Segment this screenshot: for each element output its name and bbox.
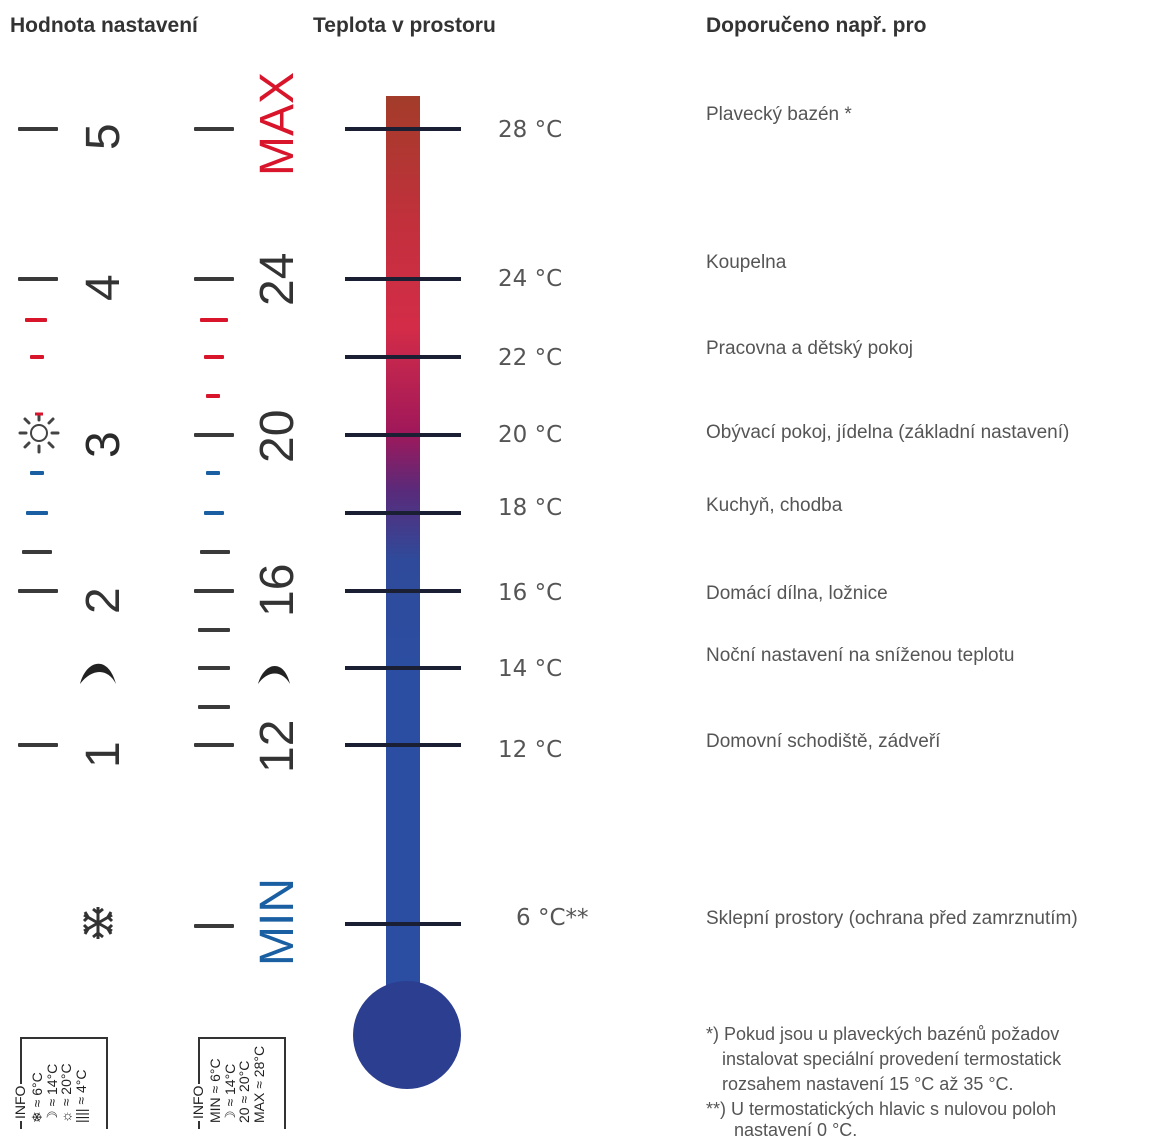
thermometer-tick (345, 355, 461, 359)
thermometer-bulb (353, 981, 461, 1089)
right-number-16: 16 (251, 563, 304, 617)
header-recommended-for: Doporučeno např. pro (706, 14, 927, 37)
temp-label: 18 °C (498, 495, 563, 521)
right-mark (198, 628, 230, 632)
right-mark (194, 433, 234, 437)
temp-label: 14 °C (498, 656, 563, 682)
left-mark (18, 277, 58, 281)
recommendation-text: Sklepní prostory (ochrana před zamrznutí… (706, 908, 1078, 929)
thermometer-tick (345, 666, 461, 670)
thermometer-tick (345, 511, 461, 515)
thermometer-tube (386, 96, 420, 676)
left-mark (18, 127, 58, 131)
footnote-line: rozsahem nastavení 15 °C až 35 °C. (722, 1074, 1014, 1094)
right-mark (194, 277, 234, 281)
right-mark (200, 550, 230, 554)
info-title: INFO (190, 1083, 206, 1121)
moon-icon (78, 650, 118, 686)
right-label-min: MIN (251, 878, 304, 966)
temp-label: 6 °C** (516, 905, 589, 931)
right-mark (200, 318, 228, 322)
recommendation-text: Domácí dílna, ložnice (706, 583, 888, 604)
temp-label: 12 °C (498, 737, 563, 763)
info-box-left: INFO ❄ ≈ 6°C ☽ ≈ 14°C ☼ ≈ 20°C |||| ≈ 4°… (12, 1037, 108, 1129)
right-label-max: MAX (251, 71, 304, 176)
moon-icon (256, 656, 292, 686)
info-title: INFO (12, 1083, 28, 1121)
recommendation-text: Pracovna a dětský pokoj (706, 338, 914, 359)
footnote-line: *) Pokud jsou u plaveckých bazénů požado… (706, 1024, 1060, 1044)
recommendation-text: Kuchyň, chodba (706, 495, 843, 516)
info-row: MAX ≈ 28°C (250, 1045, 267, 1123)
temp-label: 22 °C (498, 345, 563, 371)
thermometer-tube-lower (386, 670, 420, 990)
left-number-3: 3 (77, 431, 130, 458)
left-mark (18, 743, 58, 747)
sun-icon (18, 412, 60, 454)
footnote-line: nastavení 0 °C. (734, 1120, 858, 1140)
recommendation-text: Plavecký bazén * (706, 104, 852, 125)
thermometer-tick (345, 277, 461, 281)
snowflake-icon (80, 905, 116, 941)
info-row: MIN ≈ 6°C (207, 1058, 223, 1123)
right-mark (194, 127, 234, 131)
info-row: |||| ≈ 4°C (72, 1069, 89, 1123)
recommendation-text: Noční nastavení na sníženou teplotu (706, 645, 1015, 666)
right-mark (204, 355, 224, 359)
right-mark (198, 666, 230, 670)
temp-label: 16 °C (498, 580, 563, 606)
left-number-1: 1 (77, 741, 130, 768)
thermometer-tick (345, 589, 461, 593)
left-mark (18, 589, 58, 593)
right-mark (206, 394, 220, 398)
temp-label: 24 °C (498, 266, 563, 292)
info-row: ☼ ≈ 20°C (58, 1063, 74, 1123)
right-number-12: 12 (251, 719, 304, 773)
header-room-temperature: Teplota v prostoru (313, 14, 496, 37)
temp-label: 28 °C (498, 117, 563, 143)
info-box-right: INFO MIN ≈ 6°C ☽ ≈ 14°C 20 ≈ 20°C MAX ≈ … (190, 1037, 286, 1129)
recommendation-text: Obývací pokoj, jídelna (základní nastave… (706, 422, 1070, 443)
left-number-5: 5 (77, 123, 130, 150)
right-mark (194, 743, 234, 747)
info-row: ☽ ≈ 14°C (221, 1063, 238, 1123)
right-mark (204, 511, 224, 515)
right-number-24: 24 (251, 252, 304, 306)
info-row: ❄ ≈ 6°C (29, 1072, 45, 1123)
thermometer-tick (345, 922, 461, 926)
thermometer-tick (345, 743, 461, 747)
left-mark (26, 511, 48, 515)
right-mark (194, 589, 234, 593)
info-row: ☽ ≈ 14°C (43, 1063, 60, 1123)
right-number-20: 20 (251, 409, 304, 463)
right-mark (194, 924, 234, 928)
left-mark (30, 355, 44, 359)
info-row: 20 ≈ 20°C (236, 1060, 252, 1123)
left-mark (25, 318, 47, 322)
left-number-2: 2 (77, 587, 130, 614)
temp-label: 20 °C (498, 422, 563, 448)
recommendation-text: Domovní schodiště, zádveří (706, 731, 941, 752)
footnote-line: instalovat speciální provedení termostat… (722, 1049, 1062, 1069)
right-mark (198, 705, 230, 709)
left-mark (22, 550, 52, 554)
thermometer-tick (345, 433, 461, 437)
thermometer-tick (345, 127, 461, 131)
header-setting-value: Hodnota nastavení (10, 14, 198, 37)
footnote-line: **) U termostatických hlavic s nulovou p… (706, 1099, 1057, 1119)
recommendation-text: Koupelna (706, 252, 787, 273)
right-mark (206, 471, 220, 475)
left-mark (30, 471, 44, 475)
left-number-4: 4 (77, 274, 130, 301)
